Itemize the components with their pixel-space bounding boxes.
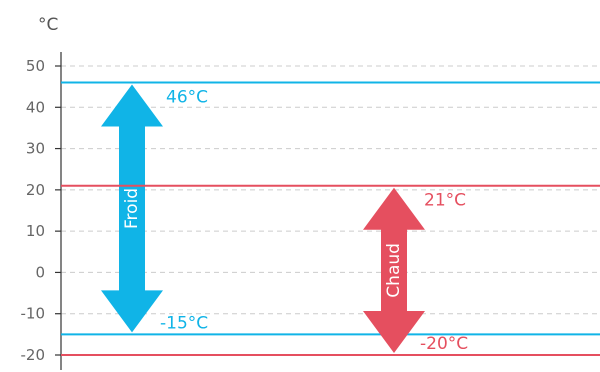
- range-froid: Froid 46°C -15°C: [61, 81, 600, 336]
- y-axis-unit-label: °C: [38, 15, 58, 35]
- range-series: Froid 46°C -15°C Chaud 21°C -20°C: [61, 81, 600, 356]
- double-arrow-icon: [363, 187, 425, 353]
- range-max-label: 46°C: [166, 88, 208, 108]
- y-tick-label: -20: [21, 346, 46, 364]
- range-min-label: -20°C: [420, 334, 468, 354]
- y-tick-label: 0: [35, 263, 45, 281]
- range-chaud: Chaud 21°C -20°C: [61, 184, 600, 356]
- y-tick-label: -10: [21, 305, 46, 323]
- y-axis-ticks: 50 40 30 20 10 0 -10 -20: [21, 57, 61, 364]
- y-tick-label: 40: [26, 98, 45, 116]
- range-min-label: -15°C: [160, 313, 208, 333]
- y-tick-label: 30: [26, 140, 45, 158]
- range-name-label: Chaud: [384, 243, 404, 298]
- y-tick-label: 20: [26, 181, 45, 199]
- y-tick-label: 10: [26, 222, 45, 240]
- range-name-label: Froid: [122, 188, 142, 229]
- range-max-label: 21°C: [424, 191, 466, 211]
- y-tick-label: 50: [26, 57, 45, 75]
- double-arrow-icon: [101, 84, 163, 333]
